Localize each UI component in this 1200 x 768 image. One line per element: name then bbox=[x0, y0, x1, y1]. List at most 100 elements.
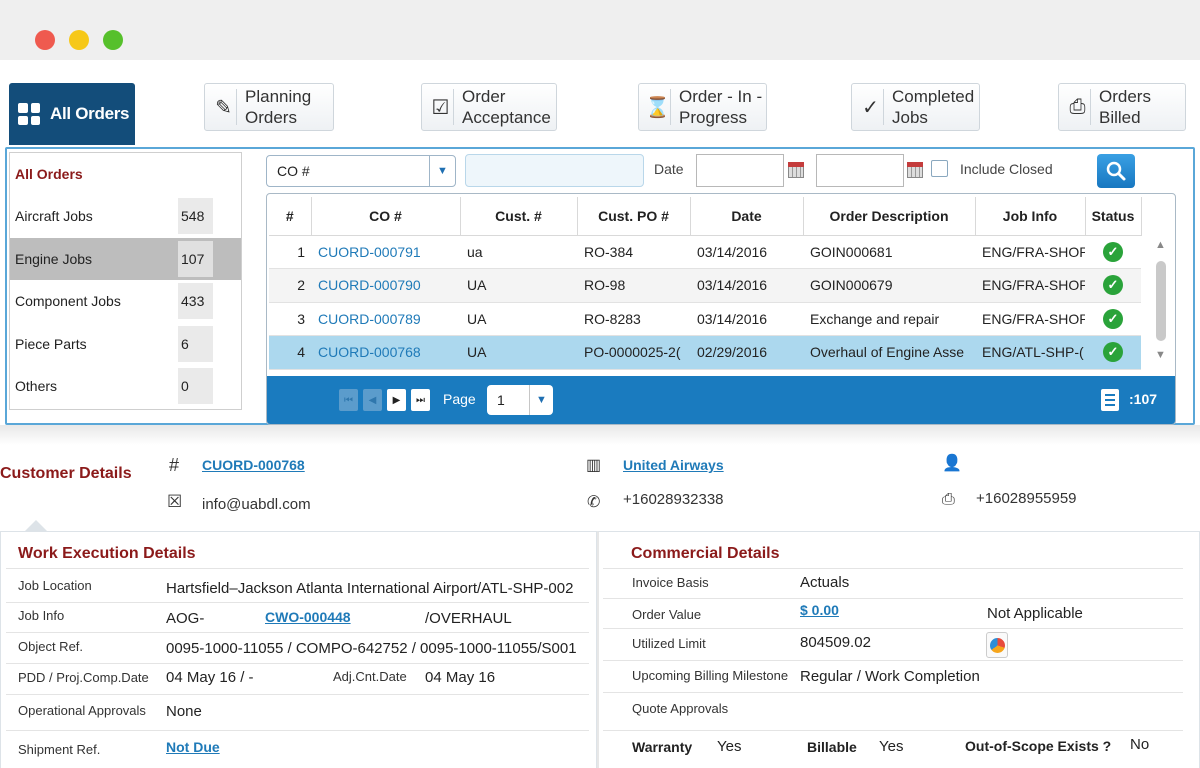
co-number-link[interactable]: CUORD-000790 bbox=[311, 268, 460, 303]
billing-milestone-value: Regular / Work Completion bbox=[800, 668, 980, 685]
scroll-down-arrow-icon[interactable]: ▼ bbox=[1155, 349, 1166, 361]
table-row[interactable]: 2 CUORD-000790 UA RO-98 03/14/2016 GOIN0… bbox=[269, 268, 1141, 303]
minimize-window-button[interactable] bbox=[69, 30, 89, 50]
sidebar-item-count: 0 bbox=[178, 368, 213, 404]
tab-all-orders[interactable]: All Orders bbox=[9, 83, 135, 145]
date-label: Date bbox=[654, 161, 684, 177]
search-button[interactable] bbox=[1097, 154, 1135, 188]
column-header-status[interactable]: Status bbox=[1085, 197, 1142, 236]
previous-page-icon[interactable]: ◀ bbox=[363, 389, 382, 411]
next-page-icon[interactable]: ▶ bbox=[387, 389, 406, 411]
invoice-basis-value: Actuals bbox=[800, 574, 850, 591]
divider bbox=[603, 730, 1183, 731]
customer-phone: +16028932338 bbox=[623, 491, 724, 508]
tab-order-in-progress[interactable]: ⌛ Order - In - Progress bbox=[638, 83, 767, 131]
divider bbox=[6, 602, 589, 603]
tab-planning-orders[interactable]: ✎ Planning Orders bbox=[204, 83, 334, 131]
panel-shadow bbox=[0, 425, 1200, 445]
maximize-window-button[interactable] bbox=[103, 30, 123, 50]
sidebar-item-aircraft-jobs[interactable]: Aircraft Jobs 548 bbox=[10, 195, 241, 237]
column-header-order-description[interactable]: Order Description bbox=[803, 197, 976, 236]
pdd-value: 04 May 16 / - bbox=[166, 669, 254, 686]
building-icon: ▥ bbox=[586, 457, 602, 474]
search-field-select[interactable]: CO # ▼ bbox=[266, 155, 456, 187]
date-to-input[interactable] bbox=[816, 154, 904, 187]
status-cell: ✓ bbox=[1085, 335, 1141, 370]
fax-icon: ⎙ bbox=[942, 491, 955, 508]
shipment-ref-link[interactable]: Not Due bbox=[166, 739, 220, 755]
sidebar-item-component-jobs[interactable]: Component Jobs 433 bbox=[10, 280, 241, 322]
include-closed-checkbox[interactable] bbox=[931, 160, 948, 177]
divider bbox=[603, 660, 1183, 661]
status-cell: ✓ bbox=[1085, 268, 1141, 303]
page-value: 1 bbox=[497, 392, 505, 408]
sidebar-item-others[interactable]: Others 0 bbox=[10, 365, 241, 407]
table-row[interactable]: 1 CUORD-000791 ua RO-384 03/14/2016 GOIN… bbox=[269, 235, 1141, 269]
operational-approvals-label: Operational Approvals bbox=[18, 703, 146, 718]
chevron-down-icon[interactable]: ▼ bbox=[529, 385, 553, 415]
last-page-icon[interactable]: ⏭ bbox=[411, 389, 430, 411]
customer-fax: +16028955959 bbox=[976, 490, 1077, 507]
customer-order-link[interactable]: CUORD-000768 bbox=[202, 457, 305, 473]
out-of-scope-label: Out-of-Scope Exists ? bbox=[965, 738, 1112, 754]
cust-po: RO-98 bbox=[577, 268, 690, 303]
table-row[interactable]: 3 CUORD-000789 UA RO-8283 03/14/2016 Exc… bbox=[269, 302, 1141, 336]
column-header-cust[interactable]: Cust. # bbox=[460, 197, 578, 236]
table-row-selected[interactable]: 4 CUORD-000768 UA PO-0000025-2( 02/29/20… bbox=[269, 335, 1141, 370]
pagination-bar: ⏮ ◀ ▶ ⏭ Page 1 ▼ :107 bbox=[267, 376, 1175, 424]
order-value-label: Order Value bbox=[632, 607, 702, 622]
vertical-scrollbar[interactable]: ▲ ▼ bbox=[1153, 239, 1169, 369]
search-input[interactable] bbox=[465, 154, 644, 187]
commercial-panel bbox=[597, 531, 1200, 768]
column-header-cust-po[interactable]: Cust. PO # bbox=[577, 197, 691, 236]
order-value-link[interactable]: $ 0.00 bbox=[800, 602, 839, 618]
column-header-job-info[interactable]: Job Info bbox=[975, 197, 1086, 236]
date-from-input[interactable] bbox=[696, 154, 784, 187]
order-date: 03/14/2016 bbox=[690, 235, 803, 269]
first-page-icon[interactable]: ⏮ bbox=[339, 389, 358, 411]
sidebar-item-label: Engine Jobs bbox=[15, 251, 93, 267]
co-number-link[interactable]: CUORD-000791 bbox=[311, 235, 460, 269]
column-header-date[interactable]: Date bbox=[690, 197, 804, 236]
page-select[interactable]: 1 ▼ bbox=[487, 385, 553, 415]
sidebar-item-label: Aircraft Jobs bbox=[15, 208, 93, 224]
cust-number: UA bbox=[460, 268, 577, 303]
sidebar-item-label: Component Jobs bbox=[15, 293, 121, 309]
sidebar-item-all-orders[interactable]: All Orders bbox=[10, 153, 241, 195]
divider bbox=[603, 568, 1183, 569]
sidebar-item-label: Piece Parts bbox=[15, 336, 87, 352]
customer-company-link[interactable]: United Airways bbox=[623, 457, 724, 473]
order-value-note: Not Applicable bbox=[987, 605, 1083, 622]
column-header-number[interactable]: # bbox=[269, 197, 312, 236]
calendar-icon[interactable] bbox=[788, 162, 804, 178]
job-info-link[interactable]: CWO-000448 bbox=[265, 609, 351, 625]
hash-icon: # bbox=[169, 455, 180, 475]
co-number-link[interactable]: CUORD-000789 bbox=[311, 302, 460, 336]
sidebar-item-engine-jobs[interactable]: Engine Jobs 107 bbox=[10, 238, 241, 280]
close-window-button[interactable] bbox=[35, 30, 55, 50]
tab-label: Order - In - Progress bbox=[679, 87, 763, 127]
calendar-icon[interactable] bbox=[907, 162, 923, 178]
scroll-up-arrow-icon[interactable]: ▲ bbox=[1155, 239, 1166, 251]
co-number-link[interactable]: CUORD-000768 bbox=[311, 335, 460, 370]
column-header-co[interactable]: CO # bbox=[311, 197, 461, 236]
adj-cnt-date-label: Adj.Cnt.Date bbox=[333, 669, 407, 684]
tab-order-acceptance[interactable]: ☑ Order Acceptance bbox=[421, 83, 557, 131]
scrollbar-thumb[interactable] bbox=[1156, 261, 1166, 341]
check-circle-icon: ✓ bbox=[1103, 342, 1123, 363]
billing-milestone-label: Upcoming Billing Milestone bbox=[632, 668, 789, 683]
status-cell: ✓ bbox=[1085, 302, 1141, 336]
tab-orders-billed[interactable]: ⎙ Orders Billed bbox=[1058, 83, 1186, 131]
out-of-scope-value: No bbox=[1130, 736, 1150, 753]
divider bbox=[6, 694, 589, 695]
row-number: 2 bbox=[269, 268, 311, 303]
sidebar-item-piece-parts[interactable]: Piece Parts 6 bbox=[10, 323, 241, 365]
table-header-row: # CO # Cust. # Cust. PO # Date Order Des… bbox=[269, 197, 1142, 236]
records-list-icon[interactable] bbox=[1101, 389, 1119, 411]
warranty-value: Yes bbox=[717, 738, 742, 755]
page-label: Page bbox=[443, 391, 476, 407]
billable-value: Yes bbox=[879, 738, 904, 755]
chevron-down-icon[interactable]: ▼ bbox=[429, 156, 455, 186]
tab-completed-jobs[interactable]: ✓ Completed Jobs bbox=[851, 83, 980, 131]
pie-chart-icon[interactable] bbox=[986, 632, 1008, 658]
